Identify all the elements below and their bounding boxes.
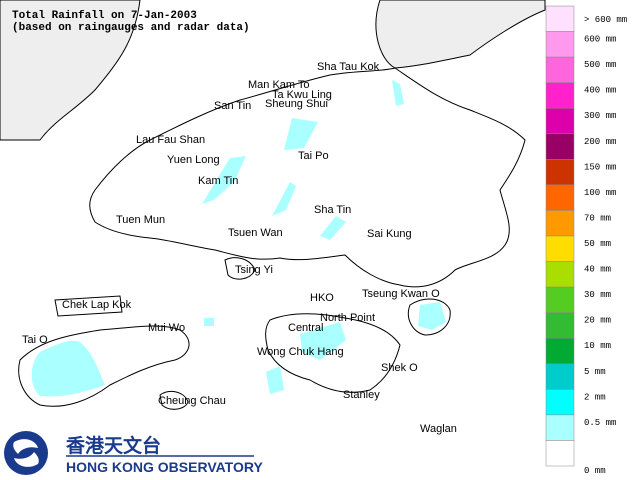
legend-swatch	[545, 56, 575, 83]
legend-swatch	[545, 389, 575, 416]
place-label: Tseung Kwan O	[362, 288, 440, 300]
place-label: Kam Tin	[198, 175, 238, 187]
title-line: Total Rainfall on 7-Jan-2003	[12, 10, 197, 22]
rain-area	[31, 340, 105, 397]
legend-swatch	[545, 261, 575, 288]
legend-label: 2 mm	[584, 392, 606, 402]
legend-swatch	[545, 363, 575, 390]
hong-kong-island-coast	[265, 313, 401, 393]
place-label: Tsing Yi	[235, 264, 273, 276]
place-label: San Tin	[214, 100, 251, 112]
rain-areas	[31, 80, 446, 397]
legend-label: 0 mm	[584, 466, 606, 476]
place-label: Sha Tau Kok	[317, 61, 380, 73]
place-label: Cheung Chau	[158, 395, 226, 407]
place-label: Waglan	[420, 423, 457, 435]
place-label: Sai Kung	[367, 228, 412, 240]
legend-swatch	[545, 210, 575, 237]
rain-area	[418, 302, 446, 330]
legend-swatch	[545, 414, 575, 441]
legend-label: 70 mm	[584, 213, 611, 223]
logo: 香港天文台 HONG KONG OBSERVATORY	[4, 431, 263, 475]
lantau-coast	[18, 325, 190, 407]
legend: > 600 mm 600 mm 500 mm 400 mm 300 mm 200 mm 15…	[545, 5, 627, 476]
place-label: Tai O	[22, 334, 48, 346]
legend-swatch	[545, 159, 575, 186]
rain-area	[300, 322, 346, 360]
tseung-kwan-o-coast	[407, 298, 451, 336]
rain-area	[266, 366, 284, 394]
rain-area	[392, 80, 404, 106]
rain-area	[284, 118, 318, 150]
legend-label: 50 mm	[584, 239, 611, 249]
place-label: Mui Wo	[148, 322, 185, 334]
place-label: Central	[288, 322, 323, 334]
place-label: Stanley	[343, 389, 380, 401]
cheung-chau-coast	[159, 391, 189, 410]
legend-label: 100 mm	[584, 188, 616, 198]
legend-swatch	[545, 107, 575, 135]
chek-lap-kok-coast	[54, 295, 123, 317]
legend-label: 400 mm	[584, 86, 616, 96]
legend-label: 40 mm	[584, 265, 611, 275]
place-label: Wong Chuk Hang	[257, 346, 344, 358]
rain-area	[202, 156, 246, 204]
legend-label: 0.5 mm	[584, 418, 616, 428]
place-label: Yuen Long	[167, 154, 220, 166]
place-label: Chek Lap Kok	[62, 299, 132, 311]
rain-area	[272, 182, 296, 216]
tsing-yi-coast	[224, 257, 256, 280]
title-line: (based on raingauges and radar data)	[12, 22, 250, 34]
logo-chinese: 香港天文台	[65, 434, 161, 457]
place-label: Lau Fau Shan	[136, 134, 205, 146]
legend-swatch	[545, 286, 575, 313]
legend-label: 20 mm	[584, 316, 611, 326]
legend-label: 500 mm	[584, 60, 616, 70]
mainland-west	[0, 0, 141, 141]
place-label: Ta Kwu Ling	[272, 89, 332, 101]
legend-swatch	[545, 235, 575, 262]
rain-area	[320, 216, 346, 240]
legend-swatch	[545, 31, 575, 58]
legend-label: 150 mm	[584, 162, 616, 172]
legend-label: 5 mm	[584, 367, 606, 377]
legend-label: 600 mm	[584, 35, 616, 45]
legend-label: > 600 mm	[584, 15, 627, 25]
rain-area	[204, 318, 214, 326]
legend-label: 300 mm	[584, 111, 616, 121]
legend-swatch	[545, 82, 575, 109]
legend-swatch	[545, 184, 575, 211]
legend-swatch	[545, 133, 575, 160]
legend-swatch	[545, 312, 575, 339]
place-labels: Sha Tau Kok Man Kam To Ta Kwu Ling San T…	[22, 61, 457, 435]
legend-label: 10 mm	[584, 341, 611, 351]
place-label: Tai Po	[298, 150, 329, 162]
legend-swatch	[545, 440, 575, 467]
place-label: Man Kam To	[248, 79, 310, 91]
place-label: Tuen Mun	[116, 214, 165, 226]
legend-swatch	[545, 337, 575, 365]
place-label: Sha Tin	[314, 204, 351, 216]
mainland-east	[375, 0, 546, 69]
logo-emblem	[4, 431, 48, 475]
place-label: HKO	[310, 292, 334, 304]
legend-label: 200 mm	[584, 137, 616, 147]
logo-english: HONG KONG OBSERVATORY	[66, 459, 263, 475]
place-label: North Point	[320, 312, 375, 324]
place-label: Sheung Shui	[265, 98, 328, 110]
legend-label: 30 mm	[584, 290, 611, 300]
logo-swirl	[13, 439, 39, 467]
place-label: Tsuen Wan	[228, 227, 283, 239]
legend-swatch	[545, 5, 575, 32]
new-territories-coast	[89, 67, 526, 288]
place-label: Shek O	[381, 362, 418, 374]
base-map	[0, 0, 546, 410]
